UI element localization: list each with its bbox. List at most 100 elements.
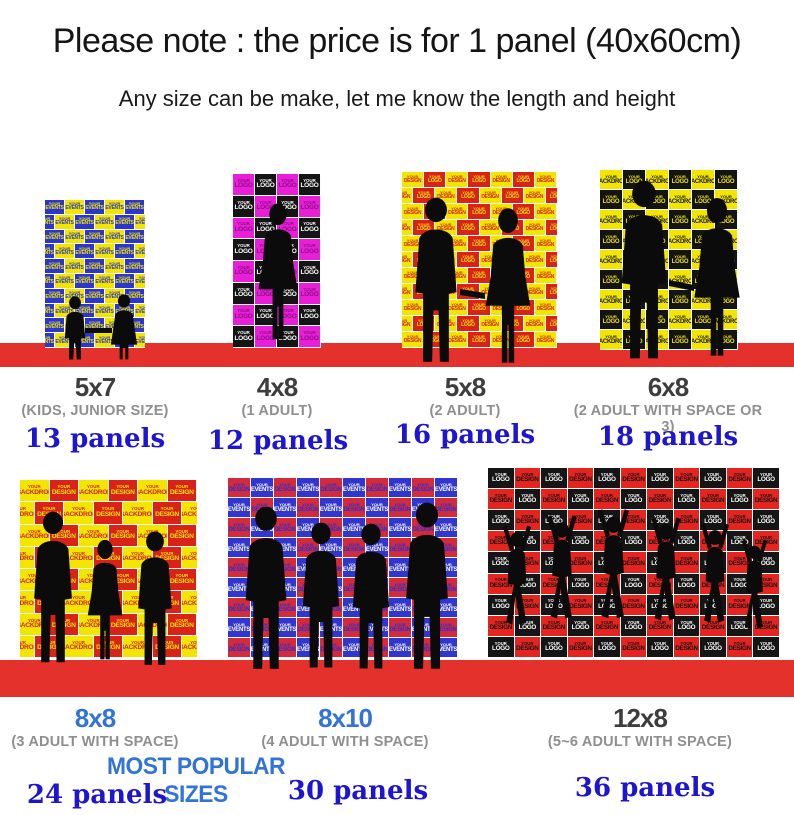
- backdrop-tile: YOURBACKDROP: [600, 290, 623, 310]
- silhouette-one-adult: [245, 183, 307, 365]
- backdrop-tile: YOURBACKDROP: [20, 591, 35, 614]
- size-desc-4x8: (1 ADULT): [241, 403, 313, 419]
- size-desc-5x8: (2 ADULT): [429, 403, 501, 419]
- backdrop-tile: YOURBACKDROP: [600, 170, 623, 190]
- size-label-12x8: 12x8 (5~6 ADULT WITH SPACE): [540, 703, 740, 750]
- backdrop-tile: YOURBACKDROP: [64, 502, 94, 525]
- backdrop-tile: YOURBACKDROP: [669, 190, 692, 210]
- backdrop-tile: YOURBACKDROP: [600, 210, 623, 230]
- silhouette-four-adults: [238, 498, 456, 676]
- backdrop-tile: YOURBACKDROP: [123, 502, 153, 525]
- backdrop-tile: YOURBACKDROP: [669, 230, 692, 250]
- silhouette-couple: [405, 193, 545, 370]
- size-title-5x7: 5x7: [74, 372, 116, 402]
- panel-count-4x8: 12 panels: [207, 426, 349, 456]
- backdrop-tile: YOURBACKDROP: [20, 502, 35, 525]
- backdrop-tile: YOURBACKDROP: [182, 635, 197, 658]
- size-title-6x8: 6x8: [647, 372, 689, 402]
- red-carpet-bottom: [0, 660, 794, 697]
